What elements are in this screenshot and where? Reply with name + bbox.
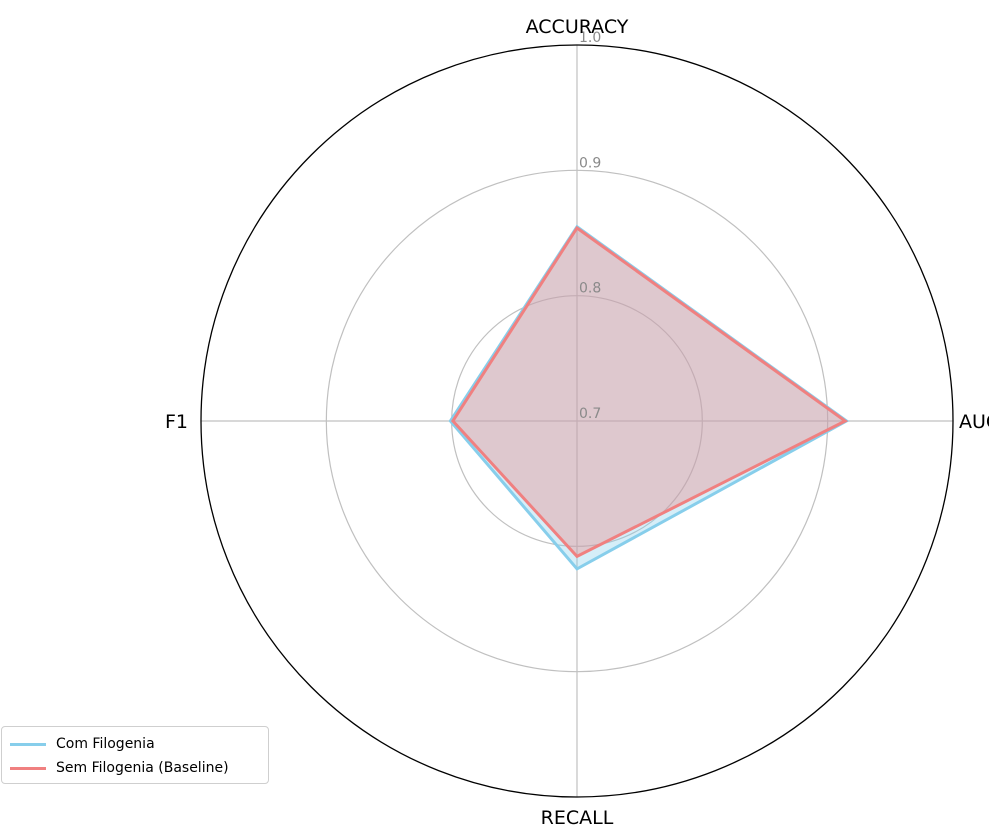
grid-layer	[201, 45, 953, 797]
legend-swatch-com-filogenia	[10, 742, 46, 746]
axis-label-auc: AUC	[959, 411, 989, 433]
axis-label-f1: F1	[165, 411, 188, 433]
axis-labels: ACCURACY AUC RECALL F1	[165, 16, 989, 829]
legend-entry-sem-filogenia: Sem Filogenia (Baseline)	[10, 758, 229, 778]
legend-label: Sem Filogenia (Baseline)	[56, 760, 229, 776]
legend-label: Com Filogenia	[56, 736, 155, 752]
legend: Com Filogenia Sem Filogenia (Baseline)	[1, 726, 269, 784]
rtick-label: 0.8	[579, 281, 601, 297]
rtick-label: 1.0	[579, 30, 601, 46]
axis-label-recall: RECALL	[541, 807, 614, 829]
legend-entry-com-filogenia: Com Filogenia	[10, 734, 155, 754]
series-fill-0	[450, 226, 847, 569]
tick-labels: 0.7 0.8 0.9 1.0	[579, 30, 601, 422]
legend-swatch-sem-filogenia	[10, 766, 46, 770]
series-fill-1	[452, 228, 846, 557]
series-layer	[448, 224, 850, 571]
rtick-label: 0.9	[579, 155, 601, 171]
rtick-label: 0.7	[579, 406, 601, 422]
outer-frame	[200, 44, 954, 798]
axis-label-accuracy: ACCURACY	[526, 16, 629, 38]
